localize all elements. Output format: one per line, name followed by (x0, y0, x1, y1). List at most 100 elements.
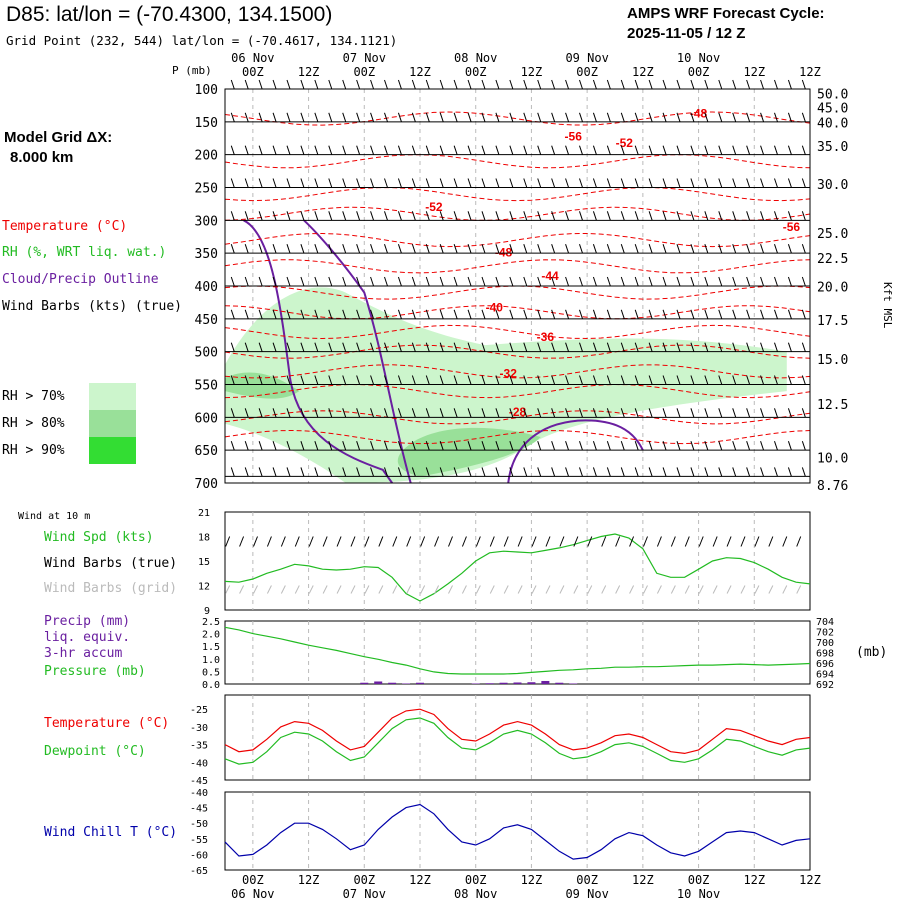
precip-ytick-label: 1.5 (202, 642, 220, 653)
wind-barb (314, 375, 319, 385)
wind-ytick-label: 18 (198, 533, 210, 544)
wind-barb (551, 441, 556, 451)
wind-barb (551, 145, 556, 155)
wind-barb (453, 375, 458, 385)
wind-barb (467, 375, 472, 385)
wind-barb (537, 112, 542, 122)
wind-barb (760, 112, 765, 122)
wind-barb-true (308, 536, 314, 547)
wind-barb (648, 309, 653, 319)
wind-barb (648, 408, 653, 418)
temperature-contour (224, 383, 811, 399)
temperature-contour (224, 206, 811, 221)
wind-barb (704, 441, 709, 451)
wind-barb (746, 467, 751, 477)
pressure-tick-label: 400 (195, 280, 218, 295)
precip-bar (360, 682, 369, 684)
wind-barb (523, 211, 528, 221)
wind-barb (634, 276, 639, 287)
wind-barb (397, 467, 402, 477)
wind-barb (690, 441, 695, 451)
date-label-bottom: 07 Nov (343, 887, 386, 900)
kft-tick-label: 10.0 (817, 451, 848, 466)
legend-rh70-swatch (89, 383, 136, 410)
time-hour-label-top: 12Z (743, 65, 765, 79)
wind-barb-grid (378, 585, 384, 594)
wind-barb (606, 79, 611, 90)
wind-barb (314, 342, 319, 352)
wind-barb (537, 79, 542, 90)
wind-barb (467, 309, 472, 319)
wind-barb (704, 276, 709, 287)
wind-barb (718, 112, 723, 122)
wind-barb (300, 145, 305, 155)
wind-barb (704, 211, 709, 221)
wind-barb (704, 342, 709, 352)
wind-barb (732, 211, 737, 221)
wind-barb (495, 79, 500, 90)
kft-tick-label: 8.76 (817, 479, 848, 494)
wind-barb (258, 408, 263, 418)
wind-barb (370, 244, 375, 254)
wind-barb (606, 467, 611, 477)
wind-barb-true (615, 536, 621, 547)
precip-bar (513, 682, 522, 684)
wind-barb (384, 79, 388, 90)
wind-barb (565, 441, 570, 451)
time-hour-label-bottom: 00Z (576, 873, 598, 887)
wind-barb (662, 375, 667, 385)
wind-barb (439, 211, 444, 221)
pressure-ytick-label: 696 (816, 659, 834, 670)
time-hour-label-bottom: 00Z (465, 873, 487, 887)
wind-barb (718, 276, 723, 287)
date-label-top: 06 Nov (231, 51, 274, 65)
wind-barb-true (712, 536, 718, 547)
wind-barb (342, 342, 347, 352)
wind-barb-true (754, 536, 760, 547)
wind-barb (801, 467, 806, 477)
wind-barb (481, 211, 486, 221)
wind-barb (634, 309, 639, 319)
wind-barb (620, 408, 625, 418)
wind-legend-speed: Wind Spd (kts) (44, 530, 154, 545)
wind-barb (244, 342, 249, 352)
wind-barb (662, 408, 667, 418)
wind-barb (690, 178, 695, 188)
wind-barb (453, 309, 458, 319)
wind-barb (411, 467, 416, 477)
temperature-contour-label: -52 (616, 136, 634, 150)
wind-barb-grid (796, 585, 802, 594)
wind-barb (230, 408, 235, 418)
wind-barb (606, 375, 611, 385)
wind-barb (244, 145, 249, 155)
wind-barb (620, 244, 625, 254)
wind-barb (690, 309, 695, 319)
wind-barb (787, 467, 792, 477)
wind-barb (384, 112, 388, 122)
wind-barb (690, 211, 695, 221)
wind-barb (704, 244, 709, 254)
pressure-ytick-label: 694 (816, 670, 834, 681)
date-label-top: 09 Nov (565, 51, 608, 65)
wind-barb (565, 244, 570, 254)
kft-tick-label: 25.0 (817, 227, 848, 242)
wind-barb-grid (461, 585, 467, 594)
wind-barb (342, 276, 347, 287)
wind-barb (565, 178, 570, 188)
wind-barb (425, 408, 430, 418)
wind-barb (774, 309, 778, 319)
wind-barb (258, 309, 263, 319)
windchill-ytick-label: -60 (190, 850, 208, 861)
wind-barb (397, 375, 402, 385)
legend-rh90: RH > 90% (2, 443, 65, 458)
wind-barb (230, 276, 235, 287)
date-label-top: 08 Nov (454, 51, 497, 65)
wind-barb (676, 244, 681, 254)
wind-barb (230, 441, 235, 451)
precip-ytick-label: 2.5 (202, 617, 220, 628)
wind-barb (801, 211, 806, 221)
wind-barb (258, 244, 263, 254)
wind-barb (579, 211, 583, 221)
wind-corner-label: Wind at 10 m (18, 511, 90, 522)
wind-barb (370, 375, 375, 385)
